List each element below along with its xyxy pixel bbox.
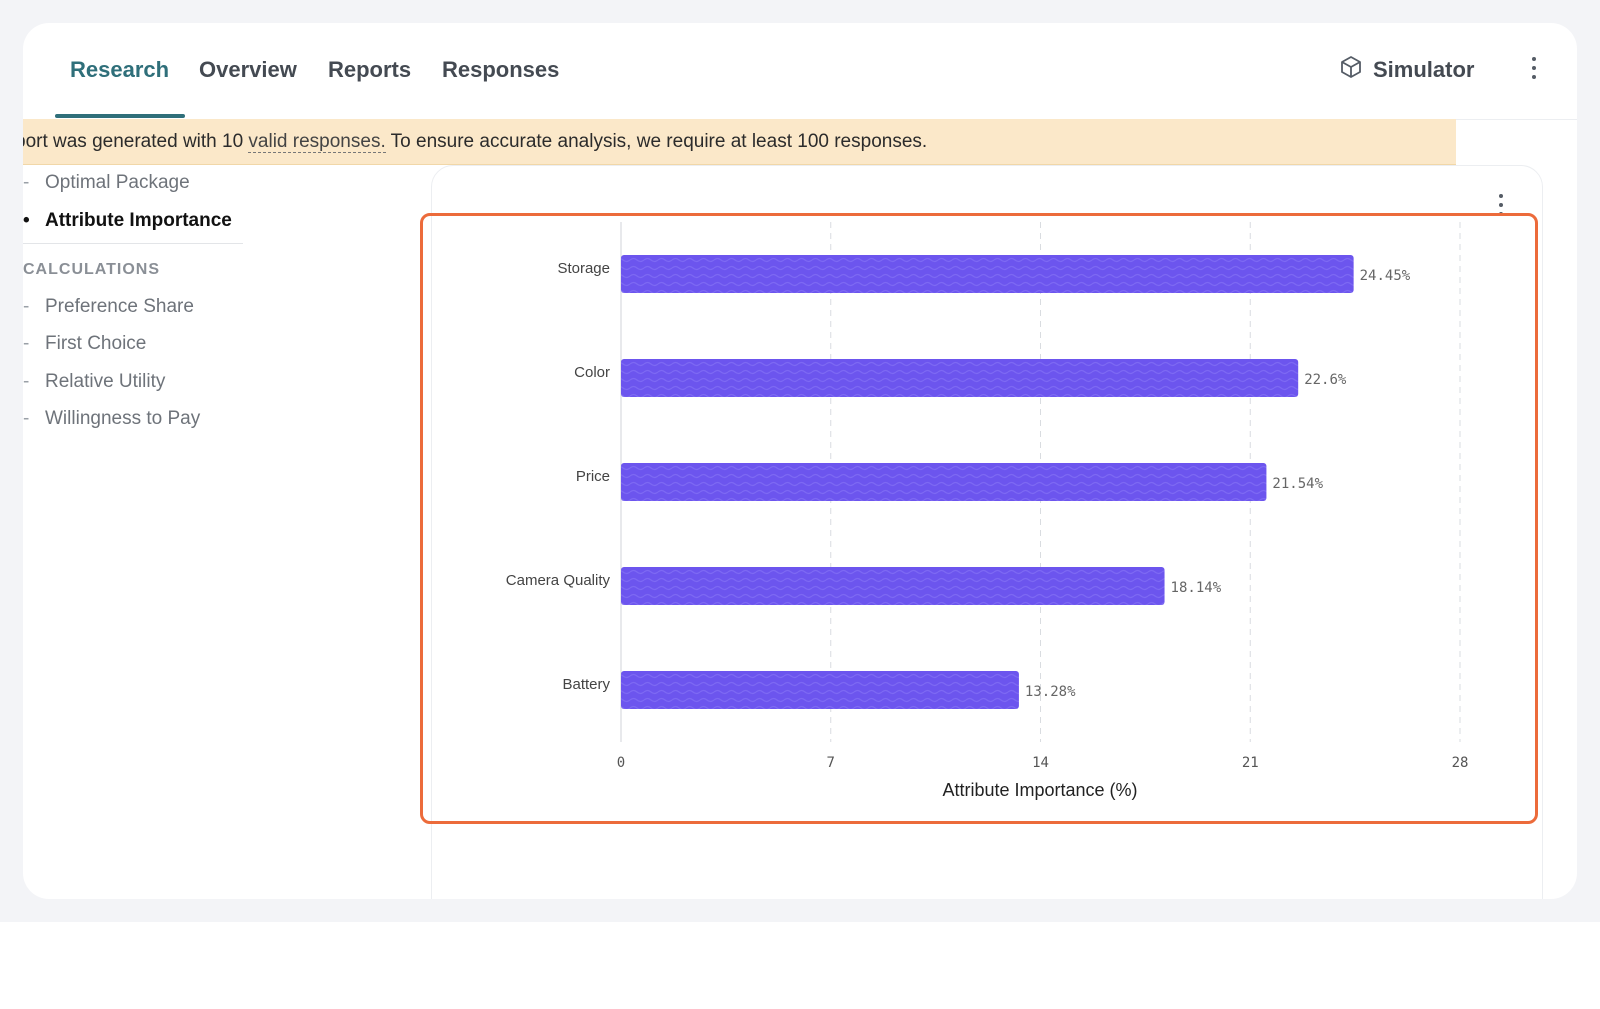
sidebar-item-optimal-package[interactable]: - Optimal Package [23, 172, 190, 194]
sidebar-dash: - [23, 408, 30, 429]
bar-storage [621, 255, 1354, 293]
banner-text-suffix: To ensure accurate analysis, we require … [385, 131, 928, 152]
banner-text-prefix: port was generated with 10 [23, 131, 249, 152]
tab-overview[interactable]: Overview [199, 57, 297, 82]
bar-battery [621, 671, 1019, 709]
active-tab-indicator [55, 114, 185, 118]
category-label: Price [576, 468, 610, 485]
tab-research[interactable]: Research [70, 57, 170, 82]
bar-price [621, 463, 1267, 501]
sidebar-dash: - [23, 172, 30, 193]
x-tick-label: 7 [827, 755, 835, 771]
sidebar-item-relative-utility[interactable]: - Relative Utility [23, 371, 165, 393]
sidebar-item-attribute-importance[interactable]: • Attribute Importance [23, 210, 232, 232]
x-tick-label: 21 [1242, 755, 1259, 771]
value-label: 18.14% [1171, 580, 1222, 596]
sidebar-item-label: First Choice [45, 333, 147, 354]
sidebar-bullet: • [23, 210, 30, 231]
tab-responses[interactable]: Responses [442, 57, 560, 82]
value-label: 21.54% [1272, 476, 1323, 492]
x-tick-label: 0 [617, 755, 625, 771]
tab-bar: Research Overview Reports Responses Simu… [23, 23, 1577, 120]
value-label: 22.6% [1304, 372, 1347, 388]
sidebar-dash: - [23, 296, 30, 317]
bar-camera-quality [621, 567, 1165, 605]
cube-icon [1339, 55, 1363, 85]
x-tick-label: 14 [1032, 755, 1049, 771]
sidebar-dash: - [23, 371, 30, 392]
attribute-importance-chart: 0 7 14 21 28 Storage 24.45% Color 22.6% Price 21.5… [506, 222, 1469, 771]
sidebar-item-label: Optimal Package [45, 172, 190, 193]
low-responses-warning-banner: port was generated with 10 valid respons… [23, 119, 1456, 165]
simulator-button[interactable]: Simulator [1339, 55, 1474, 85]
sidebar-item-label: Relative Utility [45, 371, 166, 392]
sidebar-item-label: Preference Share [45, 296, 194, 317]
x-tick-label: 28 [1452, 755, 1469, 771]
category-label: Storage [557, 260, 610, 277]
sidebar-item-label: Willingness to Pay [45, 408, 201, 429]
x-axis-title: Attribute Importance (%) [942, 780, 1138, 800]
sidebar-divider [23, 243, 243, 244]
bar-color [621, 359, 1299, 397]
value-label: 24.45% [1360, 268, 1411, 284]
tab-reports[interactable]: Reports [328, 57, 412, 82]
more-vertical-icon[interactable] [1527, 57, 1541, 83]
sidebar-item-first-choice[interactable]: - First Choice [23, 333, 146, 355]
valid-responses-link[interactable]: valid responses. [248, 131, 386, 153]
sidebar-item-preference-share[interactable]: - Preference Share [23, 296, 194, 318]
category-label: Battery [562, 676, 610, 693]
sidebar-item-willingness-to-pay[interactable]: - Willingness to Pay [23, 408, 200, 430]
main-card: Research Overview Reports Responses Simu… [23, 23, 1577, 899]
chart-highlight-outline [420, 213, 1538, 824]
category-label: Color [574, 364, 610, 381]
simulator-label: Simulator [1373, 57, 1475, 82]
sidebar-item-label: Attribute Importance [45, 210, 232, 231]
value-label: 13.28% [1025, 684, 1076, 700]
sidebar-heading-calculations: CALCULATIONS [23, 261, 161, 278]
category-label: Camera Quality [506, 572, 611, 589]
sidebar-dash: - [23, 333, 30, 354]
